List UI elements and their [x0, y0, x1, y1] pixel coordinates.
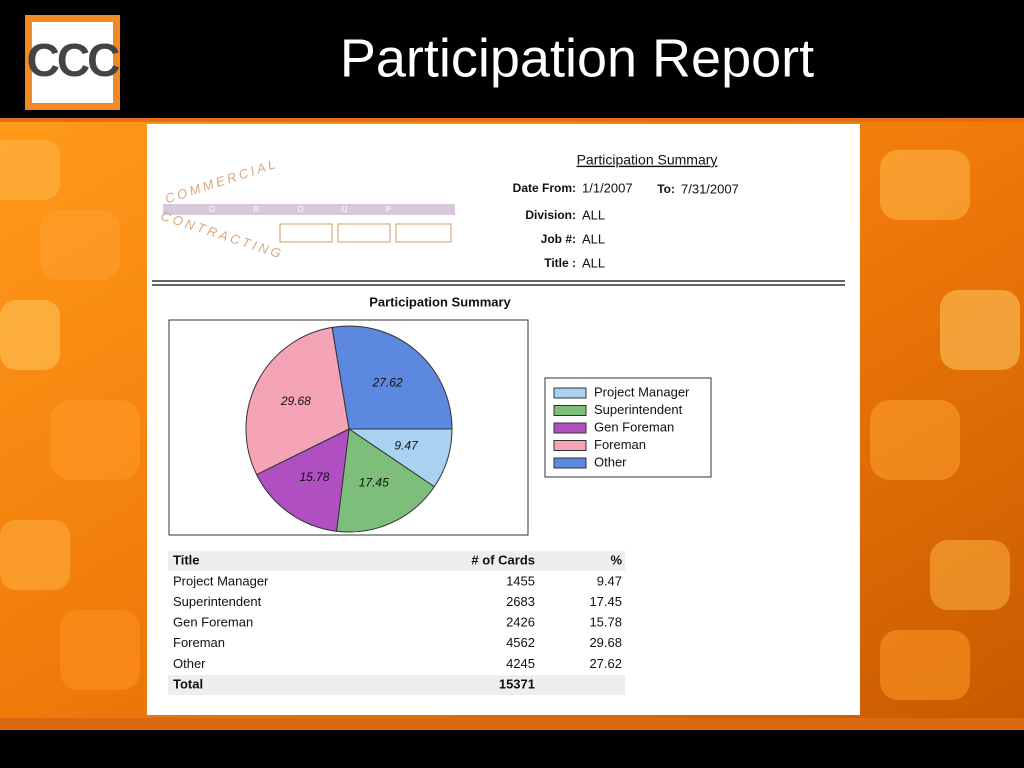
field-value: ALL — [582, 207, 605, 222]
logo-box — [395, 223, 452, 243]
table-header-band — [168, 551, 625, 571]
table-cell: 1455 — [506, 573, 535, 588]
legend-swatch — [553, 422, 587, 434]
field-value: ALL — [582, 231, 605, 246]
table-cell: 29.68 — [589, 635, 622, 650]
table-cell: Other — [173, 656, 206, 671]
legend-label: Foreman — [594, 437, 646, 452]
field-label: Date From: — [513, 181, 576, 195]
table-cell: 17.45 — [589, 594, 622, 609]
table-cell: 2426 — [506, 615, 535, 630]
legend-swatch — [553, 405, 587, 416]
legend-label: Project Manager — [594, 384, 690, 399]
field-label: Title : — [544, 256, 576, 270]
table-cell: 4245 — [506, 656, 535, 671]
logo-text: CCC — [27, 34, 119, 86]
field-value: 7/31/2007 — [681, 181, 739, 196]
table-header: # of Cards — [471, 552, 535, 567]
logo-bar — [163, 204, 455, 215]
legend-swatch — [553, 440, 587, 451]
table-total: Total — [173, 676, 203, 691]
slice-label: 27.62 — [372, 376, 403, 390]
report-heading: Participation Summary — [577, 152, 718, 168]
legend-label: Superintendent — [594, 402, 683, 417]
table-cell: Superintendent — [173, 594, 262, 609]
slice-label: 9.47 — [394, 439, 419, 453]
table-cell: Project Manager — [173, 573, 269, 588]
field-value: ALL — [582, 255, 605, 270]
field-value: 1/1/2007 — [582, 180, 633, 195]
logo-box — [337, 223, 391, 243]
company-group: G R O U P — [209, 205, 409, 214]
slice-label: 15.78 — [299, 470, 329, 484]
table-cell: 15.78 — [589, 615, 622, 630]
legend-label: Other — [594, 454, 627, 469]
pie-slice — [245, 326, 350, 476]
slice-label: 17.45 — [359, 476, 389, 490]
legend-label: Gen Foreman — [594, 419, 674, 434]
slide-title: Participation Report — [340, 28, 814, 88]
field-label: To: — [657, 182, 675, 196]
legend-swatch — [553, 457, 587, 469]
decoration — [0, 140, 1020, 700]
field-label: Job #: — [541, 232, 576, 246]
field-label: Division: — [525, 208, 576, 222]
top-rule — [0, 118, 1024, 122]
table-header: Title — [173, 552, 200, 567]
slice-label: 29.68 — [280, 394, 311, 408]
table-cell: 27.62 — [589, 656, 622, 671]
footer — [0, 730, 1024, 768]
logo-box — [279, 223, 333, 243]
table-cell: Gen Foreman — [173, 615, 253, 630]
table-cell: Foreman — [173, 635, 225, 650]
legend-swatch — [553, 387, 587, 399]
table-total-band — [168, 675, 625, 695]
bottom-rule — [0, 718, 1024, 730]
table-header: % — [610, 552, 622, 567]
table-cell: 4562 — [506, 635, 535, 650]
pie-slice — [331, 325, 453, 430]
pie-slice — [336, 428, 435, 533]
logo-inner — [32, 22, 113, 103]
chart-title: Participation Summary — [369, 294, 511, 309]
table-cell: 2683 — [506, 594, 535, 609]
table-cell: 9.47 — [597, 573, 622, 588]
table-total: 15371 — [499, 676, 535, 691]
pie-slice — [255, 428, 350, 532]
